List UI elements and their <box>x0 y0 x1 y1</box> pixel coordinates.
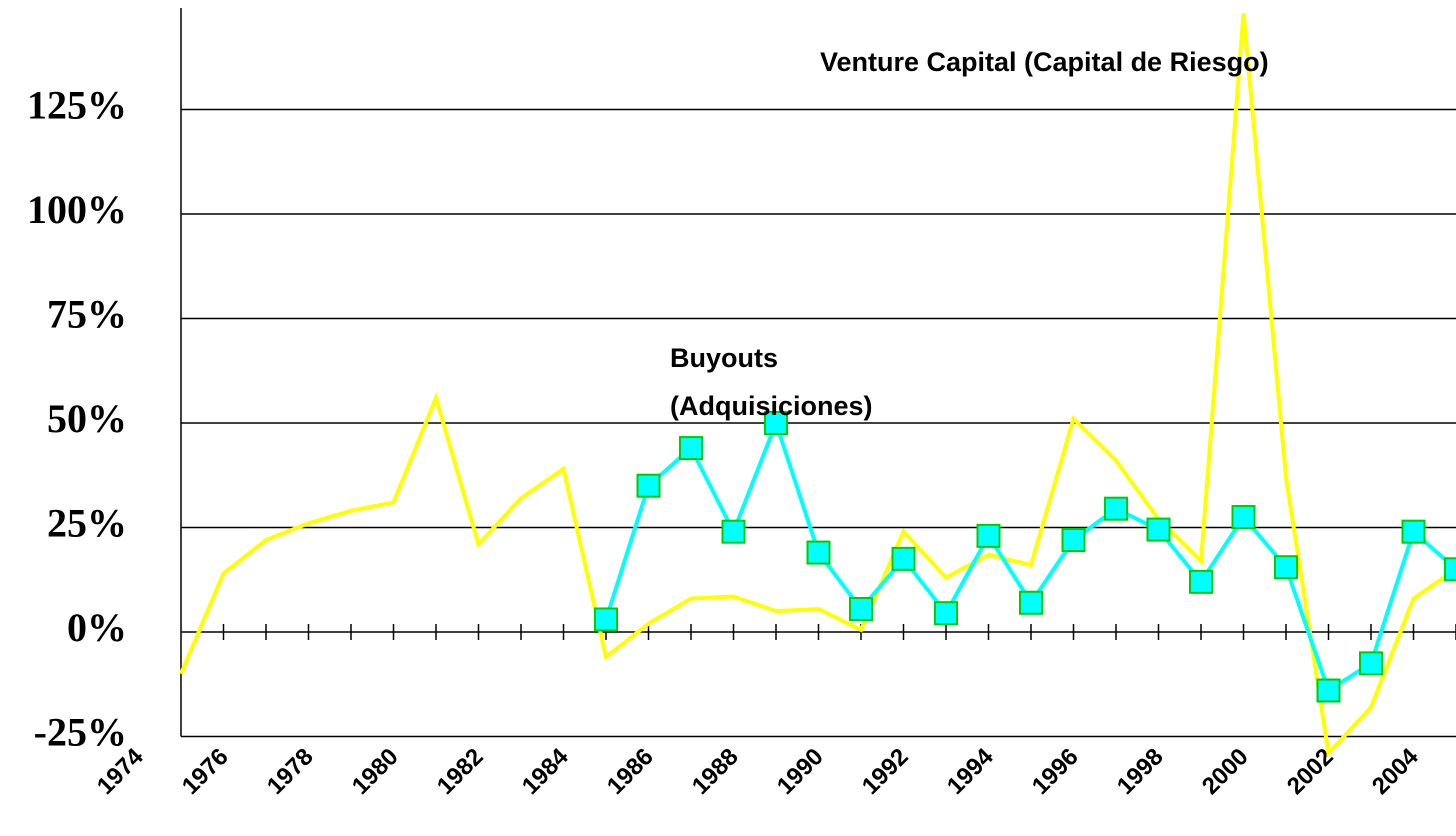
y-tick-label: 75% <box>47 292 127 337</box>
x-tick-label: 1984 <box>517 743 574 800</box>
marker <box>806 540 831 565</box>
series-line <box>179 13 1456 758</box>
marker <box>1401 519 1426 544</box>
marker <box>976 523 1001 548</box>
marker <box>721 519 746 544</box>
x-tick-label: 1992 <box>857 743 914 800</box>
x-tick-label: 1990 <box>772 743 829 800</box>
marker <box>1061 528 1086 553</box>
marker <box>679 436 703 461</box>
x-tick-label: 1978 <box>262 743 319 800</box>
x-tick-label: 2004 <box>1367 743 1424 800</box>
y-tick-label: 100% <box>27 187 127 232</box>
marker <box>1231 505 1256 530</box>
marker <box>1274 555 1298 580</box>
x-tick-label: 1980 <box>347 743 404 800</box>
x-tick-label: 2000 <box>1197 743 1254 800</box>
marker <box>594 607 618 632</box>
x-tick-label: 1996 <box>1027 743 1084 800</box>
marker <box>849 597 873 622</box>
marker <box>1316 678 1341 703</box>
x-tick-label: 1994 <box>942 743 999 800</box>
y-tick-label: -25% <box>34 710 127 755</box>
marker <box>1444 557 1456 582</box>
marker <box>1104 496 1128 521</box>
x-tick-label: 1986 <box>602 743 659 800</box>
marker <box>1146 517 1171 542</box>
marker <box>891 546 916 571</box>
y-tick-label: 25% <box>47 501 127 546</box>
marker <box>1359 651 1383 676</box>
x-tick-label: 1998 <box>1112 743 1169 800</box>
buyout-label: Buyouts (Adquisiciones) <box>670 343 873 421</box>
venture-label: Venture Capital (Capital de Riesgo) <box>820 47 1269 77</box>
x-tick-label: 1982 <box>432 743 489 800</box>
x-tick-label: 1988 <box>687 743 744 800</box>
marker <box>764 411 788 435</box>
marker <box>934 601 958 626</box>
marker <box>636 473 661 498</box>
y-tick-label: 50% <box>47 396 127 441</box>
y-tick-label: 125% <box>27 83 127 128</box>
x-tick-label: 1976 <box>177 743 234 800</box>
y-tick-label: 0% <box>67 605 127 650</box>
marker <box>1019 590 1043 615</box>
series-line <box>604 417 1456 694</box>
marker <box>1189 569 1213 594</box>
